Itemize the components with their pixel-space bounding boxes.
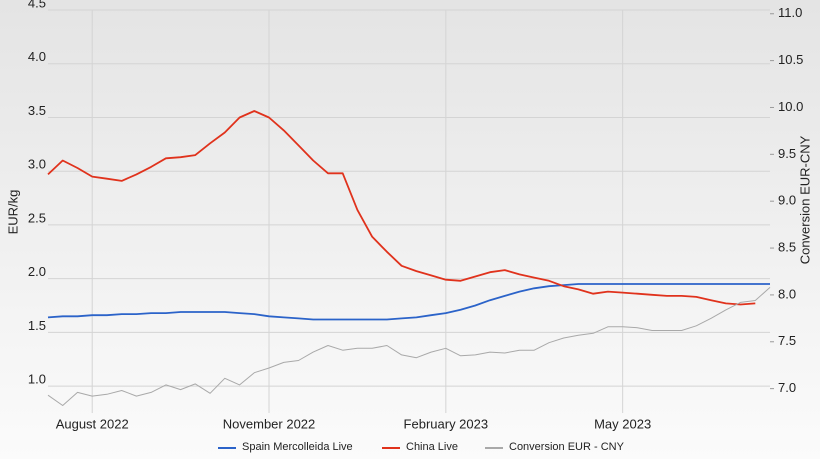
series-line (47, 110, 756, 306)
y2-tick-label: 9.5 (778, 146, 796, 161)
y-tick-label: 4.0 (28, 49, 46, 64)
x-tick-label: August 2022 (56, 416, 129, 431)
y2-tick-label: 11.0 (778, 5, 802, 20)
y-tick-label: 2.5 (28, 210, 46, 225)
y2-axis-label: Conversion EUR-CNY (797, 135, 812, 264)
y-tick-label: 1.5 (28, 318, 46, 333)
x-tick-label: May 2023 (594, 416, 651, 431)
series-line (47, 287, 771, 406)
y-tick-label: 3.5 (28, 103, 46, 118)
x-tick-label: February 2023 (404, 416, 489, 431)
legend-label: China Live (406, 441, 458, 453)
y2-tick-label: 7.0 (778, 380, 796, 395)
y2-tick-label: 10.5 (778, 52, 803, 67)
y2-tick-label: 10.0 (778, 99, 803, 114)
y2-tick-label: 8.0 (778, 286, 796, 301)
x-tick-label: November 2022 (223, 416, 316, 431)
y2-tick-label: 8.5 (778, 239, 796, 254)
y2-tick-label: 7.5 (778, 333, 796, 348)
y-tick-label: 3.0 (28, 157, 46, 172)
y-tick-label: 2.0 (28, 264, 46, 279)
y-axis-label: EUR/kg (5, 190, 20, 235)
legend-label: Spain Mercolleida Live (242, 441, 353, 453)
legend-label: Conversion EUR - CNY (509, 441, 625, 453)
y-tick-label: 4.5 (28, 0, 46, 10)
y2-tick-label: 9.0 (778, 193, 796, 208)
series-line (47, 283, 770, 321)
y-tick-label: 1.0 (28, 372, 46, 387)
